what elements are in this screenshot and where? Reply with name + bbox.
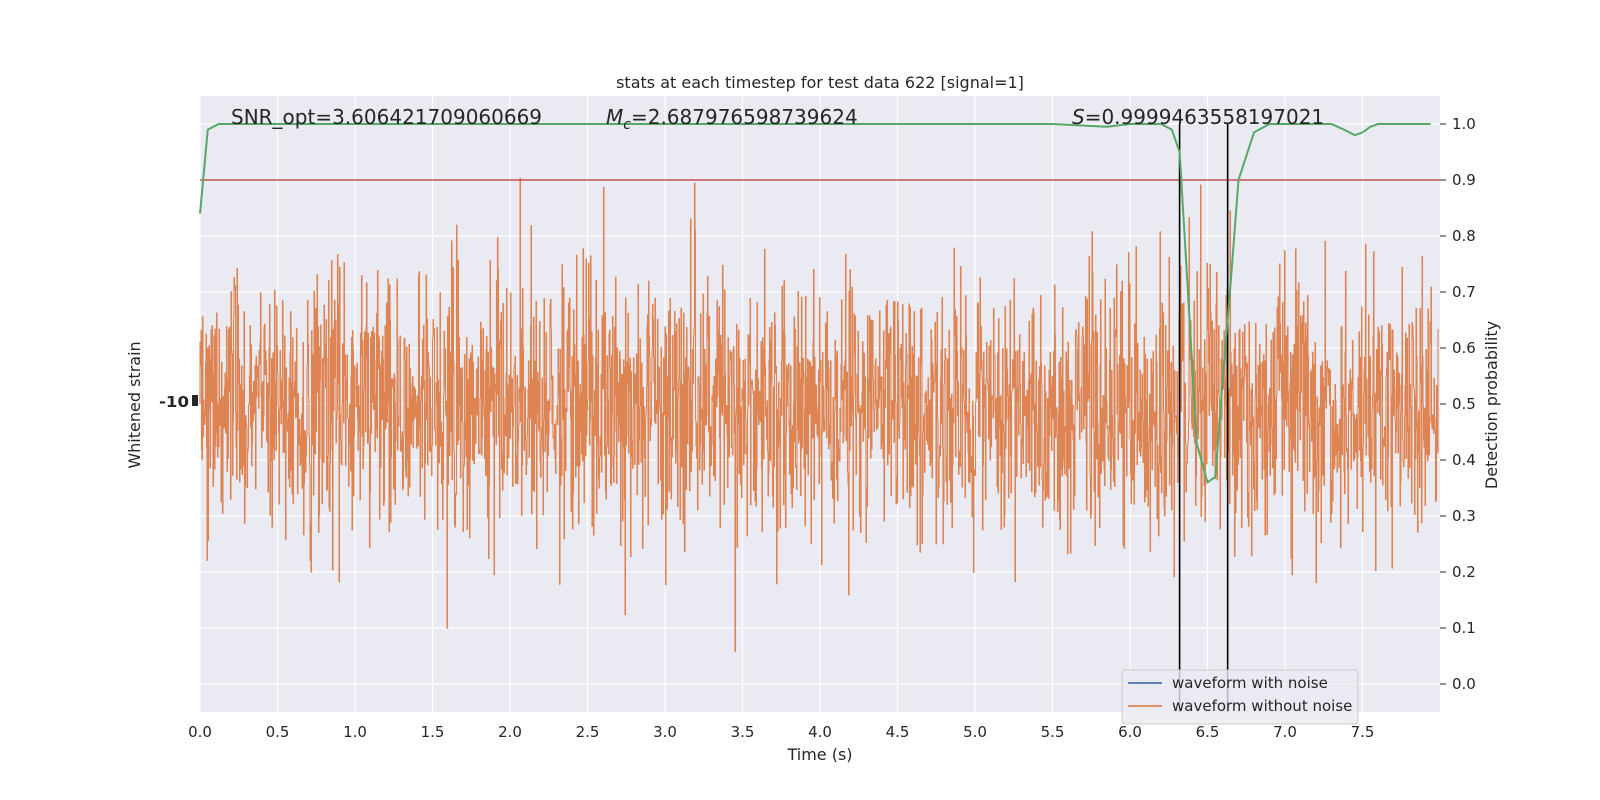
x-axis-ticks: 0.0 0.5 1.0 1.5 2.0 2.5 3.0 3.5 4.0 4.5 5.0 5.5 6.0 6… xyxy=(188,723,1374,741)
chirp-mass-annotation: Mc=2.687976598739624 xyxy=(606,105,858,133)
noise-waveform-path xyxy=(199,177,1439,652)
y-axis-left-tick-label: -10 xyxy=(159,393,189,411)
x-tick-label: 7.0 xyxy=(1273,723,1297,741)
detection-probability-series xyxy=(199,123,1431,485)
y-axis-left-tick-mark xyxy=(192,395,198,406)
chart-title: stats at each timestep for test data 622… xyxy=(616,73,1024,92)
x-tick-label: 6.5 xyxy=(1196,723,1220,741)
y-tick-label: 1.0 xyxy=(1452,115,1476,133)
event-marker-lines xyxy=(1178,124,1229,712)
legend-label-without-noise: waveform without noise xyxy=(1172,697,1352,715)
x-tick-label: 1.0 xyxy=(343,723,367,741)
x-tick-label: 2.5 xyxy=(576,723,600,741)
y-tick-label: 0.6 xyxy=(1452,339,1476,357)
y-tick-label: 0.2 xyxy=(1452,563,1476,581)
x-tick-label: 6.0 xyxy=(1118,723,1142,741)
y-tick-label: 0.0 xyxy=(1452,675,1476,693)
x-tick-label: 0.5 xyxy=(266,723,290,741)
y-tick-label: 0.1 xyxy=(1452,619,1476,637)
y-tick-label: 0.9 xyxy=(1452,171,1476,189)
snr-annotation: SNR_opt=3.606421709060669 xyxy=(231,105,542,129)
y-axis-left-label: Whitened strain xyxy=(125,341,144,468)
x-tick-label: 0.0 xyxy=(188,723,212,741)
x-tick-label: 3.5 xyxy=(731,723,755,741)
y-tick-label: 0.3 xyxy=(1452,507,1476,525)
x-tick-label: 5.0 xyxy=(963,723,987,741)
x-axis-label: Time (s) xyxy=(786,745,852,764)
y-tick-label: 0.5 xyxy=(1452,395,1476,413)
x-tick-label: 7.5 xyxy=(1351,723,1375,741)
y-tick-label: 0.7 xyxy=(1452,283,1476,301)
waveform-without-noise-series xyxy=(199,177,1439,652)
x-tick-label: 4.5 xyxy=(886,723,910,741)
x-tick-label: 3.0 xyxy=(653,723,677,741)
legend-label-with-noise: waveform with noise xyxy=(1172,674,1328,692)
y-axis-right-ticks: 0.0 0.1 0.2 0.3 0.4 0.5 0.6 0.7 0.8 0.9 1.0 xyxy=(1440,115,1476,693)
score-annotation: S=0.9999463558197021 xyxy=(1072,105,1324,129)
x-tick-label: 5.5 xyxy=(1041,723,1065,741)
y-tick-label: 0.4 xyxy=(1452,451,1476,469)
legend: waveform with noise waveform without noi… xyxy=(1121,669,1359,725)
legend-box xyxy=(1121,669,1359,725)
y-axis-right-label: Detection probability xyxy=(1482,321,1501,489)
x-tick-label: 1.5 xyxy=(421,723,445,741)
detection-probability-line xyxy=(199,123,1431,485)
y-tick-label: 0.8 xyxy=(1452,227,1476,245)
x-tick-label: 2.0 xyxy=(498,723,522,741)
x-tick-label: 4.0 xyxy=(808,723,832,741)
